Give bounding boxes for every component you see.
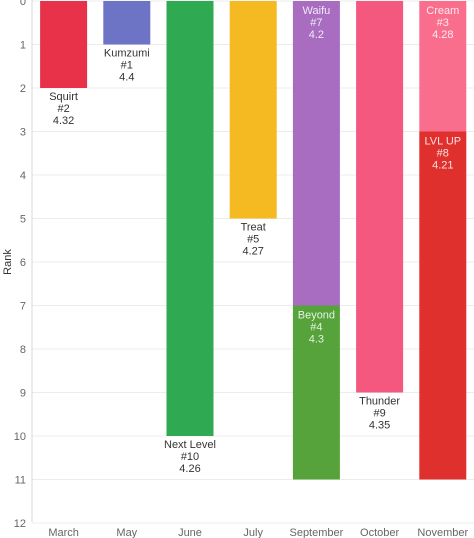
y-tick-label: 6 [20, 257, 26, 269]
x-tick-label: July [243, 527, 263, 538]
y-tick-label: 9 [20, 388, 26, 400]
y-tick-label: 10 [14, 431, 26, 443]
x-tick-label: November [417, 527, 468, 538]
x-axis: March May June July September October November [48, 527, 468, 538]
bar-label-name: Cream [426, 5, 459, 17]
bar [229, 1, 277, 219]
bar [40, 1, 88, 88]
bar-label-score: 4.26 [179, 463, 200, 475]
y-tick-label: 8 [20, 344, 26, 356]
bar-label-name: Thunder [359, 396, 400, 408]
bar-label: LVL UP #8 4.21 [424, 136, 461, 172]
bar-label-rank: #4 [310, 322, 322, 334]
bar-label-score: 4.21 [432, 160, 453, 172]
y-tick-label: 5 [20, 214, 26, 226]
bar-label-name: Kumzumi [104, 48, 150, 60]
bar-label-rank: #5 [247, 234, 259, 246]
x-tick-label: October [360, 527, 399, 538]
bar-label-name: LVL UP [424, 136, 461, 148]
y-axis-title: Rank [2, 249, 14, 275]
bar-label: Kumzumi #1 4.4 [104, 48, 150, 84]
bar-label-score: 4.3 [309, 334, 324, 346]
bar-series [40, 1, 467, 480]
bar [419, 131, 467, 480]
bar-label-name: Next Level [164, 439, 216, 451]
bar-label-score: 4.27 [242, 246, 263, 258]
y-tick-label: 2 [20, 83, 26, 95]
y-tick-label: 12 [14, 518, 26, 530]
y-tick-label: 1 [20, 40, 26, 52]
x-tick-label: June [178, 527, 202, 538]
bar-label-score: 4.32 [53, 115, 74, 127]
bar-label-score: 4.28 [432, 29, 453, 41]
bar [292, 305, 340, 480]
y-tick-label: 0 [20, 0, 26, 8]
bar [292, 1, 340, 306]
bar-label: Thunder #9 4.35 [359, 396, 400, 432]
bar [356, 1, 404, 393]
bar-label-rank: #8 [437, 148, 449, 160]
bar-label-name: Squirt [49, 91, 78, 103]
bar-label-rank: #2 [57, 103, 69, 115]
bar-label-score: 4.2 [309, 29, 324, 41]
bar-label-rank: #10 [181, 451, 199, 463]
bar-label: Treat #5 4.27 [241, 222, 266, 258]
bar-label-rank: #3 [437, 17, 449, 29]
bar-label: Squirt #2 4.32 [49, 91, 78, 127]
bar-label-name: Beyond [298, 310, 335, 322]
bar [103, 1, 151, 45]
x-tick-label: September [289, 527, 343, 538]
bar [419, 1, 467, 132]
x-tick-label: March [48, 527, 79, 538]
bar-label-rank: #1 [121, 60, 133, 72]
bar-label-score: 4.4 [119, 72, 134, 84]
bar-label-rank: #9 [373, 408, 385, 420]
y-tick-label: 7 [20, 301, 26, 313]
bar-label: Cream #3 4.28 [426, 5, 459, 41]
bar-label-rank: #7 [310, 17, 322, 29]
bar-label: Next Level #10 4.26 [164, 439, 216, 475]
y-tick-label: 3 [20, 127, 26, 139]
bar-label: Waifu #7 4.2 [303, 5, 331, 41]
y-tick-label: 11 [15, 475, 26, 487]
y-tick-label: 4 [20, 170, 26, 182]
bar-label-name: Treat [241, 222, 266, 234]
bar [166, 1, 214, 436]
bar-label: Beyond #4 4.3 [298, 310, 335, 346]
bar-label-score: 4.35 [369, 420, 390, 432]
x-tick-label: May [116, 527, 137, 538]
bar-label-name: Waifu [303, 5, 331, 17]
